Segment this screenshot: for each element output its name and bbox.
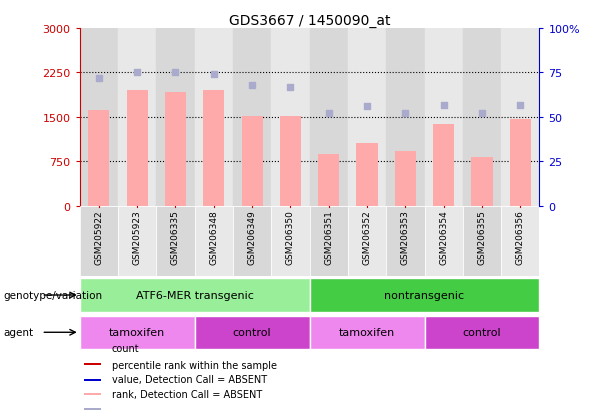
Bar	[310, 29, 348, 206]
Text: GSM206356: GSM206356	[516, 210, 525, 265]
Bar	[118, 206, 156, 277]
Text: GSM206353: GSM206353	[401, 210, 410, 265]
Bar	[310, 206, 348, 277]
Text: GSM206349: GSM206349	[248, 210, 257, 265]
Bar	[127, 91, 148, 206]
Text: ATF6-MER transgenic: ATF6-MER transgenic	[135, 290, 254, 300]
Bar	[501, 29, 539, 206]
Bar	[156, 206, 195, 277]
Bar	[386, 206, 424, 277]
Text: control: control	[233, 328, 272, 337]
Bar	[424, 206, 463, 277]
Bar	[463, 206, 501, 277]
Text: tamoxifen: tamoxifen	[339, 328, 395, 337]
Bar	[510, 119, 531, 206]
Bar	[80, 316, 195, 349]
Bar	[118, 29, 156, 206]
Bar	[204, 91, 224, 206]
Text: genotype/variation: genotype/variation	[3, 290, 102, 300]
Bar	[84, 408, 101, 411]
Title: GDS3667 / 1450090_at: GDS3667 / 1450090_at	[229, 14, 390, 28]
Text: count: count	[112, 344, 140, 354]
Bar	[271, 29, 310, 206]
Bar	[80, 206, 118, 277]
Bar	[233, 206, 271, 277]
Bar	[280, 117, 301, 206]
Bar	[433, 125, 454, 206]
Bar	[165, 93, 186, 206]
Bar	[233, 29, 271, 206]
Text: percentile rank within the sample: percentile rank within the sample	[112, 360, 277, 370]
Bar	[348, 206, 386, 277]
Text: GSM206354: GSM206354	[439, 210, 448, 265]
Text: rank, Detection Call = ABSENT: rank, Detection Call = ABSENT	[112, 389, 262, 399]
Text: GSM206350: GSM206350	[286, 210, 295, 265]
Bar	[84, 363, 101, 365]
Bar	[310, 316, 424, 349]
Bar	[471, 158, 492, 206]
Text: GSM206352: GSM206352	[362, 210, 371, 265]
Bar	[84, 393, 101, 395]
Point	[362, 104, 372, 110]
Point	[516, 102, 525, 109]
Point	[286, 84, 295, 91]
Bar	[357, 144, 378, 206]
Bar	[80, 278, 310, 312]
Text: GSM206335: GSM206335	[171, 210, 180, 265]
Bar	[348, 29, 386, 206]
Point	[170, 70, 180, 76]
Point	[477, 111, 487, 117]
Text: GSM205923: GSM205923	[132, 210, 142, 265]
Bar	[195, 29, 233, 206]
Text: tamoxifen: tamoxifen	[109, 328, 166, 337]
Bar	[501, 206, 539, 277]
Bar	[318, 154, 339, 206]
Text: GSM205922: GSM205922	[94, 210, 104, 264]
Bar	[195, 316, 310, 349]
Bar	[84, 379, 101, 381]
Text: value, Detection Call = ABSENT: value, Detection Call = ABSENT	[112, 374, 267, 384]
Text: GSM206348: GSM206348	[209, 210, 218, 265]
Bar	[386, 29, 424, 206]
Bar	[195, 206, 233, 277]
Bar	[424, 316, 539, 349]
Point	[247, 83, 257, 89]
Bar	[310, 278, 539, 312]
Bar	[88, 111, 109, 206]
Bar	[463, 29, 501, 206]
Bar	[395, 152, 416, 206]
Point	[209, 72, 219, 78]
Point	[400, 111, 410, 117]
Text: nontransgenic: nontransgenic	[384, 290, 465, 300]
Text: control: control	[463, 328, 501, 337]
Text: GSM206355: GSM206355	[478, 210, 487, 265]
Bar	[271, 206, 310, 277]
Bar	[80, 29, 118, 206]
Bar	[424, 29, 463, 206]
Bar	[242, 117, 262, 206]
Point	[324, 111, 333, 117]
Bar	[156, 29, 195, 206]
Point	[439, 102, 449, 109]
Text: agent: agent	[3, 328, 33, 337]
Point	[132, 70, 142, 76]
Point	[94, 75, 104, 82]
Text: GSM206351: GSM206351	[324, 210, 333, 265]
